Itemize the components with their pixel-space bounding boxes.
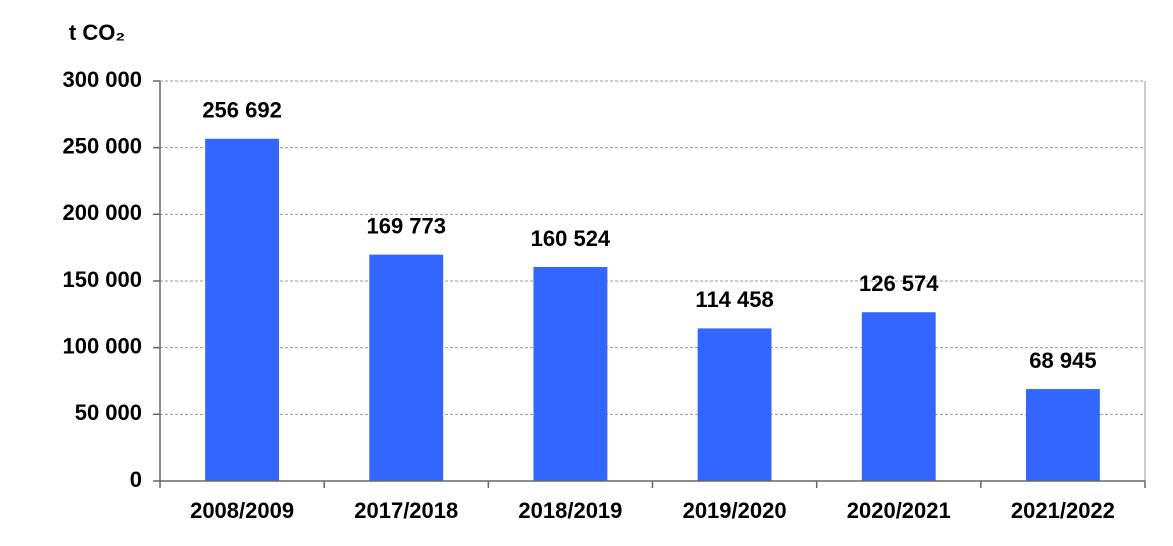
value-label: 160 524 — [531, 226, 611, 251]
bar — [369, 254, 444, 481]
y-tick-label: 100 000 — [62, 333, 142, 358]
value-label: 126 574 — [859, 271, 939, 296]
y-tick-label: 250 000 — [62, 133, 142, 158]
bar — [205, 138, 280, 481]
x-tick-label: 2019/2020 — [683, 498, 787, 523]
value-label: 68 945 — [1029, 348, 1096, 373]
value-label: 114 458 — [695, 287, 773, 312]
value-label: 256 692 — [202, 98, 282, 123]
y-tick-label: 0 — [130, 467, 142, 492]
x-tick-label: 2008/2009 — [190, 498, 294, 523]
bar — [533, 266, 608, 481]
value-label: 169 773 — [366, 213, 446, 238]
y-tick-label: 200 000 — [62, 200, 142, 225]
y-tick-label: 50 000 — [75, 400, 142, 425]
bar — [1025, 389, 1100, 481]
x-tick-label: 2017/2018 — [354, 498, 458, 523]
x-tick-label: 2018/2019 — [518, 498, 622, 523]
y-axis-label: t CO₂ — [69, 20, 125, 45]
y-tick-label: 300 000 — [62, 67, 142, 92]
x-tick-label: 2020/2021 — [847, 498, 951, 523]
bar — [697, 328, 772, 481]
x-tick-label: 2021/2022 — [1011, 498, 1115, 523]
y-tick-label: 150 000 — [62, 267, 142, 292]
bar — [861, 312, 936, 481]
